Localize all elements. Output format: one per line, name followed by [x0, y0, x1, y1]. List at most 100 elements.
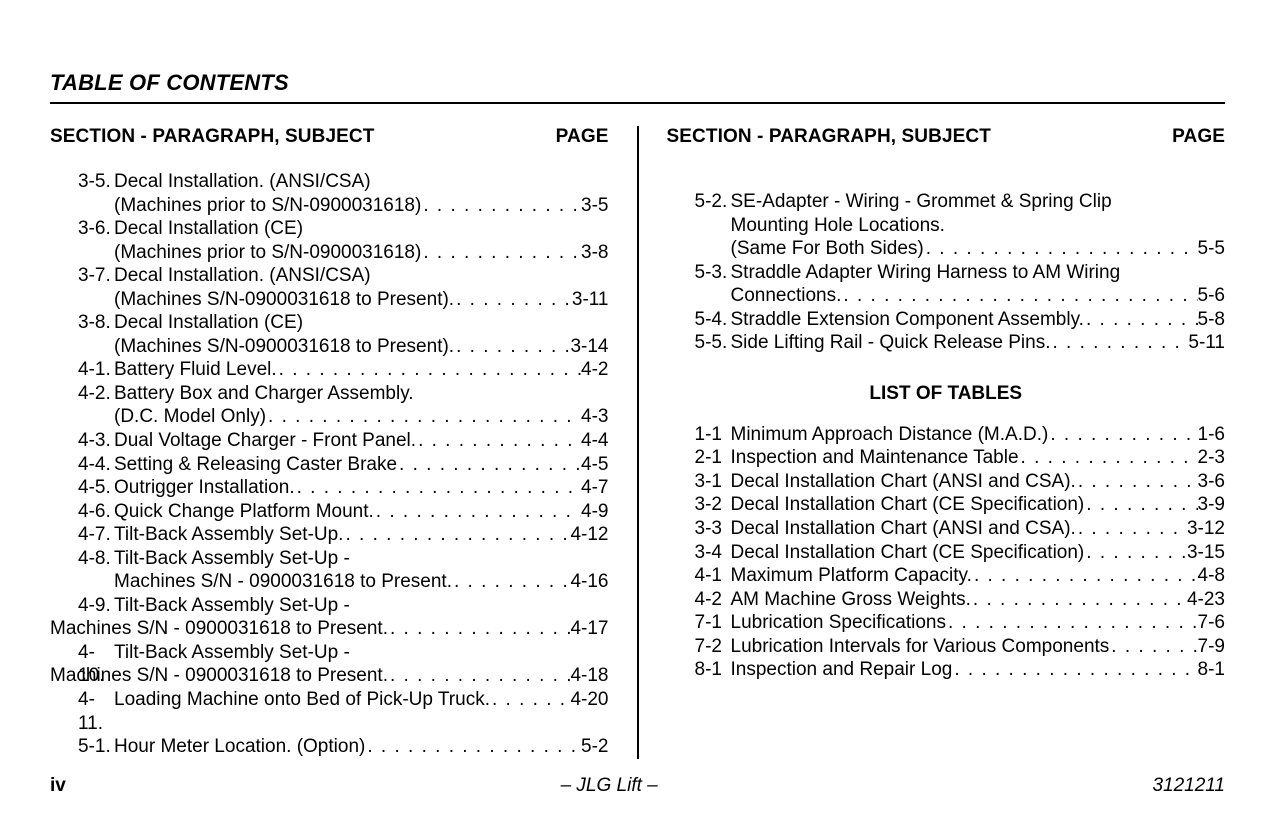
toc-entry: 5-3.Straddle Adapter Wiring Harness to A… — [667, 261, 1226, 308]
entry-text: Inspection and Repair Log — [731, 658, 953, 682]
entry-page: 7-9 — [1198, 635, 1225, 659]
dot-leader: . . . . . . . . . . . . . . . . . . . . … — [416, 429, 581, 453]
entry-page-line: Machines S/N - 0900031618 to Present.. .… — [114, 570, 609, 594]
entry-page: 3-5 — [581, 194, 608, 218]
entry-body: Quick Change Platform Mount.. . . . . . … — [114, 500, 609, 524]
entry-number: 3-8. — [50, 311, 114, 358]
entry-page: 7-6 — [1198, 611, 1225, 635]
entry-number: 3-4 — [667, 541, 731, 565]
entry-text: Maximum Platform Capacity. — [731, 564, 972, 588]
footer-page-number: iv — [50, 775, 66, 797]
toc-entry: 7-2Lubrication Intervals for Various Com… — [667, 635, 1226, 659]
toc-entry: 5-1.Hour Meter Location. (Option). . . .… — [50, 735, 609, 759]
toc-entry: 4-1.Battery Fluid Level.. . . . . . . . … — [50, 358, 609, 382]
entry-page: 5-2 — [581, 735, 608, 759]
entry-text: (Machines S/N-0900031618 to Present). — [114, 335, 454, 359]
entry-number: 8-1 — [667, 658, 731, 682]
entry-number: 5-4. — [667, 308, 731, 332]
entry-page: 8-1 — [1198, 658, 1225, 682]
entry-text-line: Decal Installation (CE) — [114, 311, 609, 335]
dot-leader: . . . . . . . . . . . . . . . . . . . . … — [421, 194, 581, 218]
entry-number: 2-1 — [667, 446, 731, 470]
entry-number: 4-4. — [50, 453, 114, 477]
entry-page: 4-4 — [581, 429, 608, 453]
entry-page-line: Inspection and Repair Log. . . . . . . .… — [731, 658, 1226, 682]
entry-text-line: Battery Box and Charger Assembly. — [114, 382, 609, 406]
entry-body: Decal Installation. (ANSI/CSA)(Machines … — [114, 264, 609, 311]
entry-page: 5-5 — [1198, 237, 1225, 261]
entry-body: Tilt-Back Assembly Set-Up -Machines S/N … — [114, 594, 609, 641]
entry-page-line: Hour Meter Location. (Option). . . . . .… — [114, 735, 609, 759]
entry-page: 2-3 — [1198, 446, 1225, 470]
dot-leader: . . . . . . . . . . . . . . . . . . . . … — [1076, 517, 1187, 541]
entry-page: 4-16 — [570, 570, 608, 594]
right-column-header: SECTION - PARAGRAPH, SUBJECT PAGE — [667, 126, 1226, 148]
entry-text: AM Machine Gross Weights. — [731, 588, 971, 612]
entry-page: 4-18 — [570, 664, 608, 688]
dot-leader: . . . . . . . . . . . . . . . . . . . . … — [374, 500, 581, 524]
entry-page: 4-17 — [570, 617, 608, 641]
entry-page-line: Minimum Approach Distance (M.A.D.). . . … — [731, 423, 1226, 447]
entry-page-line: Machines S/N - 0900031618 to Present.. .… — [50, 617, 609, 641]
toc-entry: 3-6.Decal Installation (CE)(Machines pri… — [50, 217, 609, 264]
dot-leader: . . . . . . . . . . . . . . . . . . . . … — [277, 358, 581, 382]
footer-doc-number: 3121211 — [1152, 775, 1225, 797]
entry-text: Decal Installation Chart (ANSI and CSA). — [731, 517, 1076, 541]
header-page-label: PAGE — [556, 126, 609, 148]
entry-page: 3-11 — [572, 288, 609, 312]
dot-leader: . . . . . . . . . . . . . . . . . . . . … — [365, 735, 581, 759]
entry-page-line: Quick Change Platform Mount.. . . . . . … — [114, 500, 609, 524]
entry-text: Dual Voltage Charger - Front Panel. — [114, 429, 416, 453]
entry-text: Battery Fluid Level. — [114, 358, 277, 382]
entry-text: Machines S/N - 0900031618 to Present. — [50, 617, 388, 641]
entry-page: 4-23 — [1187, 588, 1225, 612]
entry-text: Lubrication Intervals for Various Compon… — [731, 635, 1110, 659]
entry-number: 4-8. — [50, 547, 114, 594]
entry-page-line: Decal Installation Chart (CE Specificati… — [731, 493, 1226, 517]
entry-number: 3-7. — [50, 264, 114, 311]
entry-page: 4-5 — [581, 453, 608, 477]
entry-page: 4-2 — [581, 358, 608, 382]
entry-body: Hour Meter Location. (Option). . . . . .… — [114, 735, 609, 759]
entry-number: 3-1 — [667, 470, 731, 494]
entry-number: 4-11. — [50, 688, 114, 735]
entry-body: Side Lifting Rail - Quick Release Pins..… — [731, 331, 1226, 355]
dot-leader: . . . . . . . . . . . . . . . . . . . . … — [343, 523, 570, 547]
entry-text: Setting & Releasing Caster Brake — [114, 453, 397, 477]
entry-text: (D.C. Model Only) — [114, 405, 266, 429]
entry-page-line: Setting & Releasing Caster Brake. . . . … — [114, 453, 609, 477]
entry-body: Tilt-Back Assembly Set-Up -Machines S/N … — [114, 641, 609, 688]
entry-page: 3-6 — [1198, 470, 1225, 494]
toc-entry: 4-11.Loading Machine onto Bed of Pick-Up… — [50, 688, 609, 735]
entry-number: 5-5. — [667, 331, 731, 355]
entry-text-line: Tilt-Back Assembly Set-Up - — [114, 547, 609, 571]
entry-number: 5-1. — [50, 735, 114, 759]
entry-text: Inspection and Maintenance Table — [731, 446, 1019, 470]
entry-page: 1-6 — [1198, 423, 1225, 447]
entry-page: 5-11 — [1188, 331, 1225, 355]
entry-number: 4-7. — [50, 523, 114, 547]
entry-body: Decal Installation (CE)(Machines prior t… — [114, 217, 609, 264]
dot-leader: . . . . . . . . . . . . . . . . . . . . … — [841, 284, 1197, 308]
entry-number: 3-5. — [50, 170, 114, 217]
toc-entry: 4-7.Tilt-Back Assembly Set-Up.. . . . . … — [50, 523, 609, 547]
entry-text: Lubrication Specifications — [731, 611, 946, 635]
dot-leader: . . . . . . . . . . . . . . . . . . . . … — [1084, 541, 1187, 565]
entry-page-line: Dual Voltage Charger - Front Panel.. . .… — [114, 429, 609, 453]
entry-page: 3-14 — [570, 335, 608, 359]
entry-text: (Same For Both Sides) — [731, 237, 924, 261]
entry-number: 5-3. — [667, 261, 731, 308]
entry-number: 4-5. — [50, 476, 114, 500]
toc-entry: 3-8.Decal Installation (CE)(Machines S/N… — [50, 311, 609, 358]
entry-text: (Machines prior to S/N-0900031618) — [114, 241, 421, 265]
entry-body: Straddle Adapter Wiring Harness to AM Wi… — [731, 261, 1226, 308]
entry-text: Straddle Extension Component Assembly. — [731, 308, 1084, 332]
entry-page-line: Side Lifting Rail - Quick Release Pins..… — [731, 331, 1226, 355]
entry-body: Lubrication Specifications. . . . . . . … — [731, 611, 1226, 635]
entry-body: Straddle Extension Component Assembly.. … — [731, 308, 1226, 332]
entry-number: 3-2 — [667, 493, 731, 517]
entry-number: 1-1 — [667, 423, 731, 447]
entry-number: 3-3 — [667, 517, 731, 541]
entry-text: Loading Machine onto Bed of Pick-Up Truc… — [114, 688, 490, 712]
dot-leader: . . . . . . . . . . . . . . . . . . . . … — [1076, 470, 1198, 494]
